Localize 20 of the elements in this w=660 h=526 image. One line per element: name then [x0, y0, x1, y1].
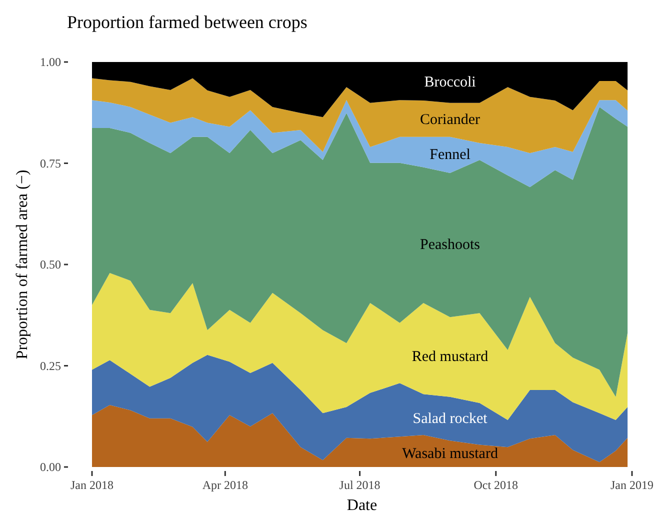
x-tick-label: Apr 2018 — [202, 478, 248, 492]
x-tick-label: Jul 2018 — [339, 478, 380, 492]
x-tick-label: Jan 2019 — [610, 478, 654, 492]
series-label: Salad rocket — [412, 410, 488, 427]
series-label: Wasabi mustard — [402, 446, 498, 462]
y-tick-label: 0.50 — [40, 258, 61, 272]
series-label: Peashoots — [420, 237, 480, 254]
x-axis-title: Date — [346, 497, 378, 514]
series-label: Coriander — [420, 112, 480, 128]
x-tick-label: Oct 2018 — [474, 478, 518, 492]
series-label: Red mustard — [412, 349, 489, 366]
y-tick-label: 1.00 — [40, 55, 61, 69]
y-tick-label: 0.75 — [40, 156, 61, 170]
series-label: Fennel — [430, 146, 470, 163]
y-tick-label: 0.25 — [40, 358, 61, 373]
series-label: Broccoli — [424, 74, 476, 90]
y-tick-label: 0.00 — [40, 460, 61, 474]
y-axis-title: Proportion of farmed area (−) — [14, 170, 31, 360]
x-tick-label: Jan 2018 — [70, 478, 114, 492]
chart-title: Proportion farmed between crops — [67, 12, 308, 32]
